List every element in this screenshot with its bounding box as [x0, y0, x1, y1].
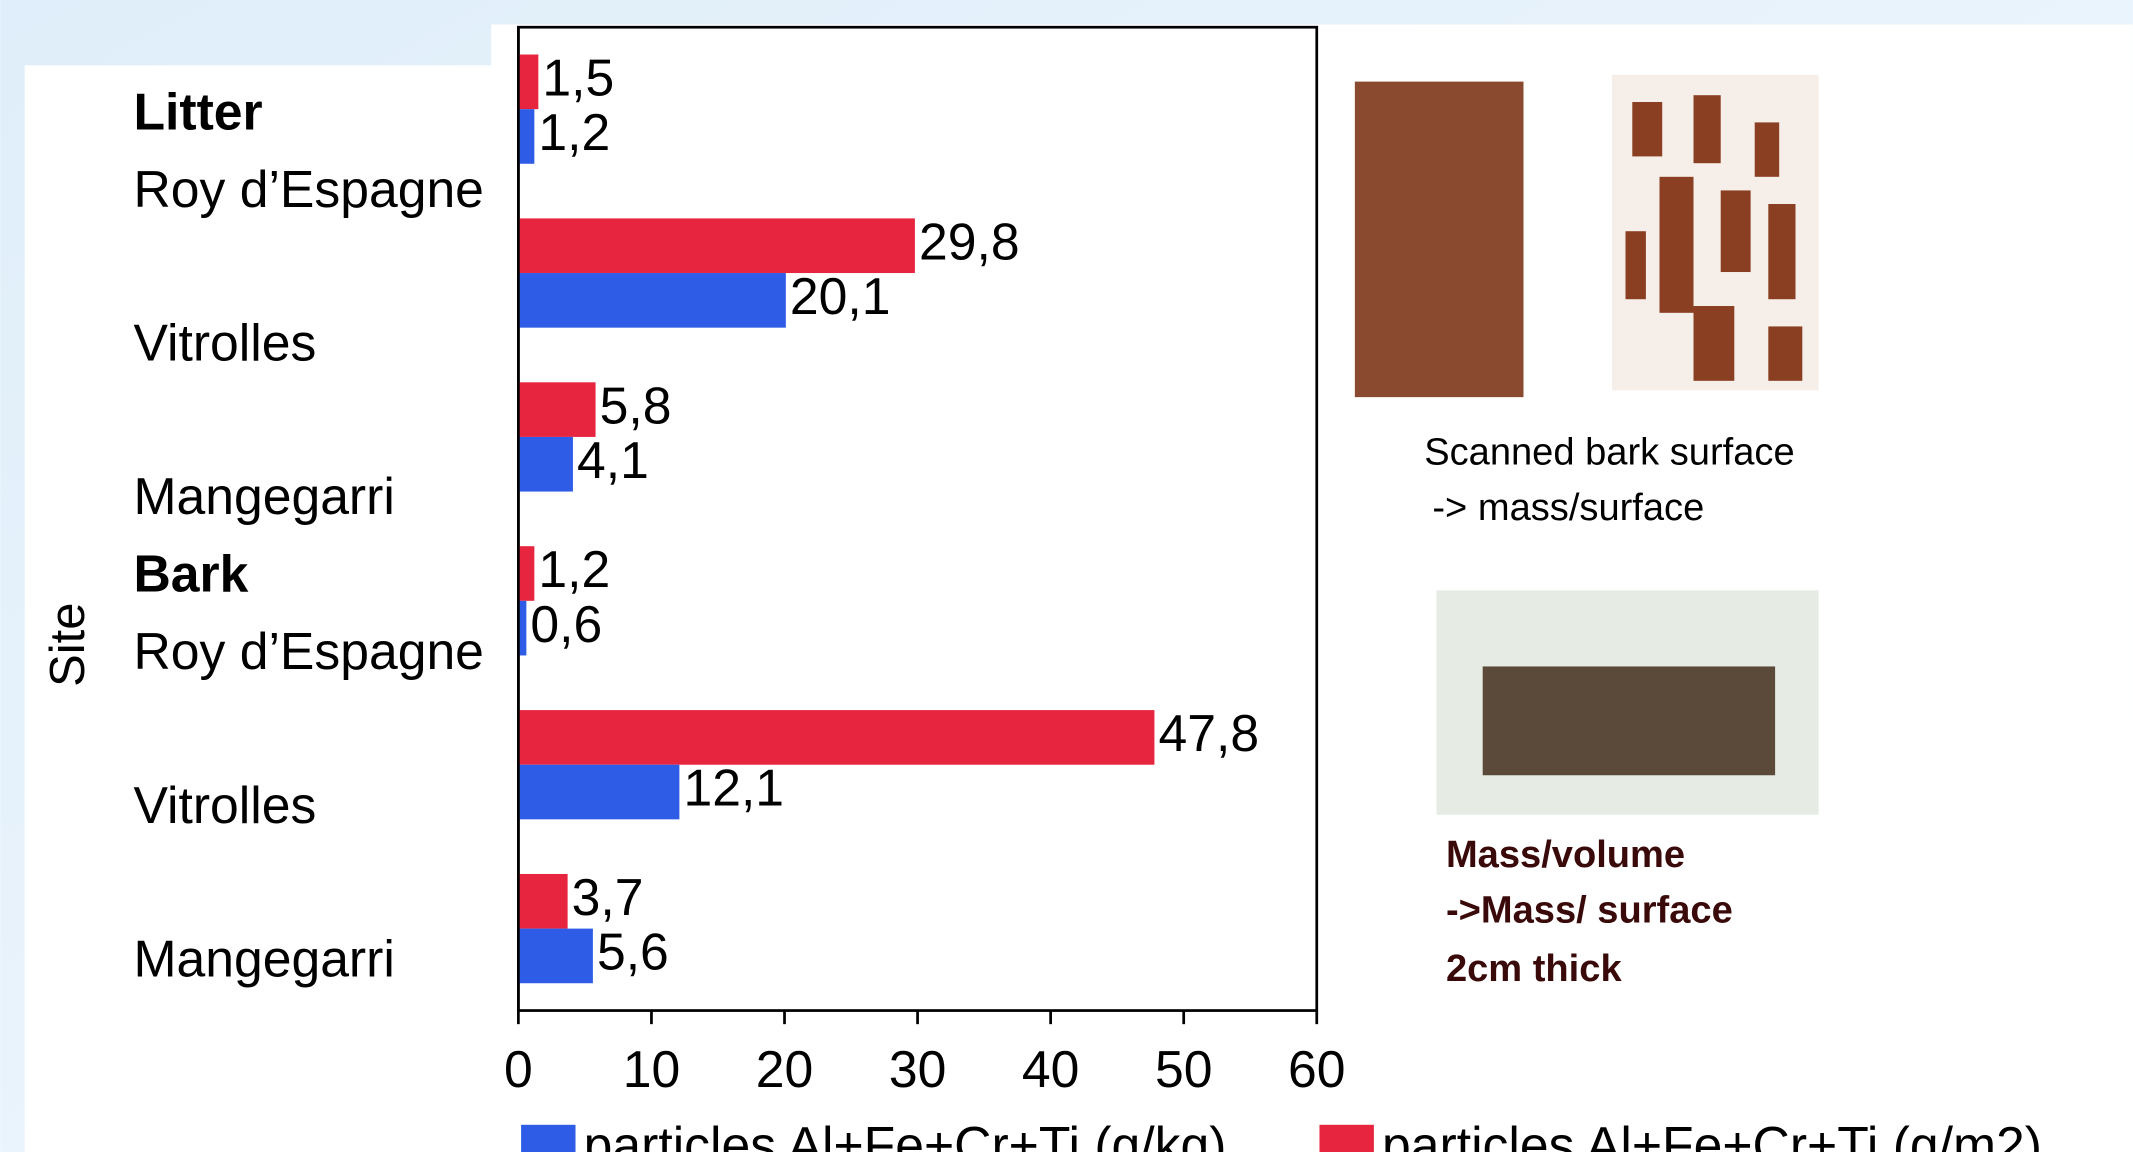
y-tick-label: Vitrolles	[133, 313, 316, 371]
value-label: 29,8	[919, 212, 1020, 270]
y-tick-label: Mangegarri	[133, 467, 394, 525]
bar	[518, 382, 596, 437]
bark-pieces	[1625, 95, 1803, 381]
bar	[518, 273, 786, 328]
y-tick-label: Mangegarri	[133, 930, 394, 988]
x-tick-label: 20	[756, 1040, 813, 1098]
y-tick-label: Vitrolles	[133, 776, 316, 834]
value-label: 0,6	[530, 595, 602, 653]
legend-swatch	[1319, 1124, 1374, 1152]
photo-bark-tree	[1354, 81, 1524, 398]
value-label: 1,5	[542, 48, 614, 106]
bar	[518, 928, 593, 984]
axis-label: Site	[41, 603, 95, 687]
bar	[518, 436, 573, 492]
annotation: Scanned bark surface	[1424, 431, 1794, 473]
value-label: 1,2	[538, 540, 610, 598]
x-tick-label: 0	[504, 1040, 533, 1098]
legend-label: particles Al+Fe+Cr+Ti (g/kg)	[584, 1116, 1227, 1152]
annotation: 2cm thick	[1446, 948, 1622, 990]
annotation: -> mass/surface	[1432, 487, 1704, 529]
value-label: 5,6	[597, 923, 669, 981]
litter	[1482, 666, 1776, 776]
group-label: Litter	[133, 82, 262, 140]
value-label: 4,1	[577, 431, 649, 489]
value-label: 12,1	[683, 759, 784, 817]
bar	[518, 218, 915, 274]
y-tick-label: Roy d’Espagne	[133, 622, 483, 680]
annotation: Mass/volume	[1446, 834, 1685, 876]
bar	[518, 600, 527, 656]
x-tick-label: 10	[623, 1040, 680, 1098]
legend-swatch	[521, 1124, 576, 1152]
x-tick-label: 40	[1022, 1040, 1079, 1098]
value-label: 5,8	[600, 376, 672, 434]
group-label: Bark	[133, 545, 248, 603]
panel-top	[491, 24, 2133, 79]
legend-label: particles Al+Fe+Cr+Ti (g/m2)	[1382, 1116, 2042, 1152]
value-label: 3,7	[572, 868, 644, 926]
annotation: ->Mass/ surface	[1446, 890, 1733, 932]
value-label: 47,8	[1159, 704, 1260, 762]
value-label: 20,1	[790, 267, 891, 325]
x-tick-label: 30	[889, 1040, 946, 1098]
bar	[518, 764, 680, 820]
x-tick-label: 60	[1288, 1040, 1345, 1098]
value-label: 1,2	[538, 103, 610, 161]
bar	[518, 873, 568, 929]
bar	[518, 54, 539, 110]
y-tick-label: Roy d’Espagne	[133, 160, 483, 218]
x-tick-label: 50	[1155, 1040, 1212, 1098]
bar	[518, 109, 535, 164]
bar	[518, 710, 1155, 765]
bar	[518, 546, 535, 601]
